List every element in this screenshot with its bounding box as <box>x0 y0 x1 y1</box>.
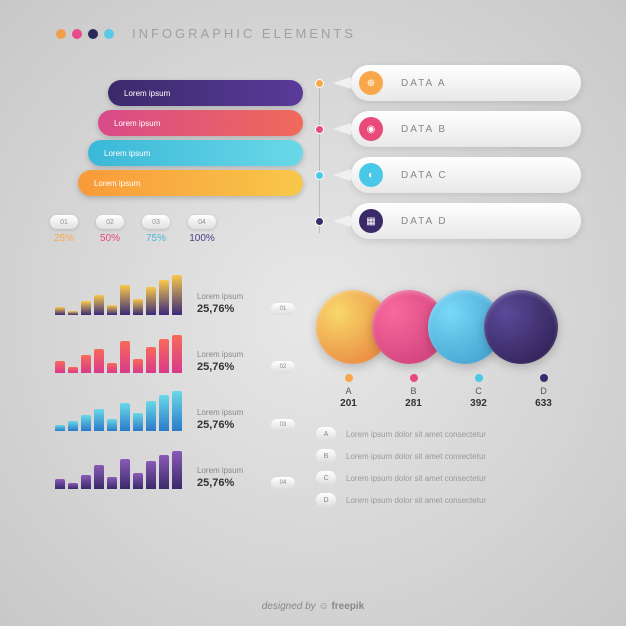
pill-icon: ◐ <box>368 170 374 181</box>
timeline-dot <box>315 217 324 226</box>
pct-value: 25% <box>54 233 74 244</box>
circle-letter: B <box>410 386 416 396</box>
legend-badge: B <box>316 449 336 463</box>
legend-badge: A <box>316 427 336 441</box>
percentage-item: 0250% <box>96 215 124 244</box>
data-pill: ◐ DATA C <box>351 157 581 193</box>
circle-letter: C <box>475 386 482 396</box>
pill-icon: ▦ <box>366 216 375 227</box>
circle-letter: D <box>540 386 547 396</box>
pct-value: 75% <box>146 233 166 244</box>
timeline-dot <box>315 79 324 88</box>
pill-label: DATA C <box>401 170 448 181</box>
legend-badge: D <box>316 493 336 507</box>
pill-label: DATA D <box>401 216 448 227</box>
pill-icon: ⊕ <box>367 78 375 89</box>
mini-badge: 01 <box>271 303 295 315</box>
pct-badge: 03 <box>142 215 170 229</box>
diagonal-bar: Lorem ipsum <box>108 80 303 106</box>
data-pill: ◉ DATA B <box>351 111 581 147</box>
circle-label: D 633 <box>535 374 552 409</box>
circle-number: 201 <box>340 398 357 409</box>
mini-chart-row: Lorem ipsum 25,76% 03 <box>55 391 295 431</box>
data-pill: ⊕ DATA A <box>351 65 581 101</box>
circle-number: 392 <box>470 398 487 409</box>
mini-chart-row: Lorem ipsum 25,76% 01 <box>55 275 295 315</box>
pill-label: DATA A <box>401 78 447 89</box>
percentage-item: 04 100% <box>188 215 216 244</box>
circle-label-dot <box>540 374 548 382</box>
data-pill: ▦ DATA D <box>351 203 581 239</box>
page-title: INFOGRAPHIC ELEMENTS <box>132 26 356 41</box>
circle-label: B 281 <box>405 374 422 409</box>
data-pills-section: ⊕ DATA A ◉ DATA B ◐ DATA C ▦ DATA D <box>351 65 581 249</box>
circle-label: C 392 <box>470 374 487 409</box>
pct-badge: 02 <box>96 215 124 229</box>
circle-number: 633 <box>535 398 552 409</box>
percentage-item: 0125% <box>50 215 78 244</box>
circle-legend: ALorem ipsum dolor sit amet consecteturB… <box>316 427 576 507</box>
legend-row: D Lorem ipsum dolor sit amet consectetur <box>316 493 576 507</box>
overlap-circle <box>484 290 558 364</box>
legend-row: A Lorem ipsum dolor sit amet consectetur <box>316 427 576 441</box>
timeline-dot <box>315 125 324 134</box>
overlapping-circles-chart: A 201 B 281 C 392 D 633 A Lorem ipsum dolor sit … <box>316 290 576 515</box>
header-dot <box>88 29 98 39</box>
mini-bars <box>55 391 182 431</box>
mini-bars <box>55 449 182 489</box>
diagonal-bar: Lorem ipsum <box>78 170 303 196</box>
circle-label-dot <box>345 374 353 382</box>
mini-badge: 04 <box>271 477 295 489</box>
diagonal-bar: Lorem ipsum <box>98 110 303 136</box>
pill-icon-circle: ◉ <box>359 117 383 141</box>
percentage-item: 0375% <box>142 215 170 244</box>
mini-percentage: 25,76% <box>197 477 243 489</box>
diagonal-bars-chart: Lorem ipsum Lorem ipsum Lorem ipsum Lorem i… <box>60 70 320 210</box>
mini-chart-row: Lorem ipsum 25,76% 04 <box>55 449 295 489</box>
pill-icon-circle: ▦ <box>359 209 383 233</box>
circle-label-dot <box>475 374 483 382</box>
mini-percentage: 25,76% <box>197 361 243 373</box>
circle-label: A 201 <box>340 374 357 409</box>
percentage-row: 0125%0250%0375%04100% <box>50 215 216 244</box>
circle-letter: A <box>345 386 351 396</box>
mini-badge: 03 <box>271 419 295 431</box>
timeline-dot <box>315 171 324 180</box>
mini-percentage: 25,76% <box>197 419 243 431</box>
mini-bars <box>55 275 182 315</box>
header: INFOGRAPHIC ELEMENTS <box>0 0 626 41</box>
circle-number: 281 <box>405 398 422 409</box>
header-dot <box>72 29 82 39</box>
pct-value: 100% <box>189 233 215 244</box>
header-dot <box>104 29 114 39</box>
mini-label: Lorem ipsum <box>197 350 243 359</box>
legend-text: Lorem ipsum dolor sit amet consectetur <box>346 430 486 439</box>
mini-label: Lorem ipsum <box>197 292 243 301</box>
legend-row: B Lorem ipsum dolor sit amet consectetur <box>316 449 576 463</box>
mini-label: Lorem ipsum <box>197 408 243 417</box>
legend-text: Lorem ipsum dolor sit amet consectetur <box>346 474 486 483</box>
legend-badge: C <box>316 471 336 485</box>
mini-bars <box>55 333 182 373</box>
pill-icon: ◉ <box>367 124 376 135</box>
mini-label: Lorem ipsum <box>197 466 243 475</box>
diagonal-bar: Lorem ipsum <box>88 140 303 166</box>
pill-icon-circle: ◐ <box>359 163 383 187</box>
legend-text: Lorem ipsum dolor sit amet consectetur <box>346 452 486 461</box>
pct-badge: 01 <box>50 215 78 229</box>
pill-icon-circle: ⊕ <box>359 71 383 95</box>
legend-text: Lorem ipsum dolor sit amet consectetur <box>346 496 486 505</box>
footer-credit: designed by ☺ freepik <box>0 601 626 612</box>
mini-chart-row: Lorem ipsum 25,76% 02 <box>55 333 295 373</box>
mini-percentage: 25,76% <box>197 303 243 315</box>
pct-badge: 04 <box>188 215 216 229</box>
pill-label: DATA B <box>401 124 447 135</box>
mini-bar-charts: Lorem ipsum25,76%01Lorem ipsum25,76%02Lo… <box>55 275 295 507</box>
mini-badge: 02 <box>271 361 295 373</box>
pct-value: 50% <box>100 233 120 244</box>
header-dot <box>56 29 66 39</box>
circle-label-dot <box>410 374 418 382</box>
legend-row: C Lorem ipsum dolor sit amet consectetur <box>316 471 576 485</box>
timeline-line <box>319 83 320 233</box>
